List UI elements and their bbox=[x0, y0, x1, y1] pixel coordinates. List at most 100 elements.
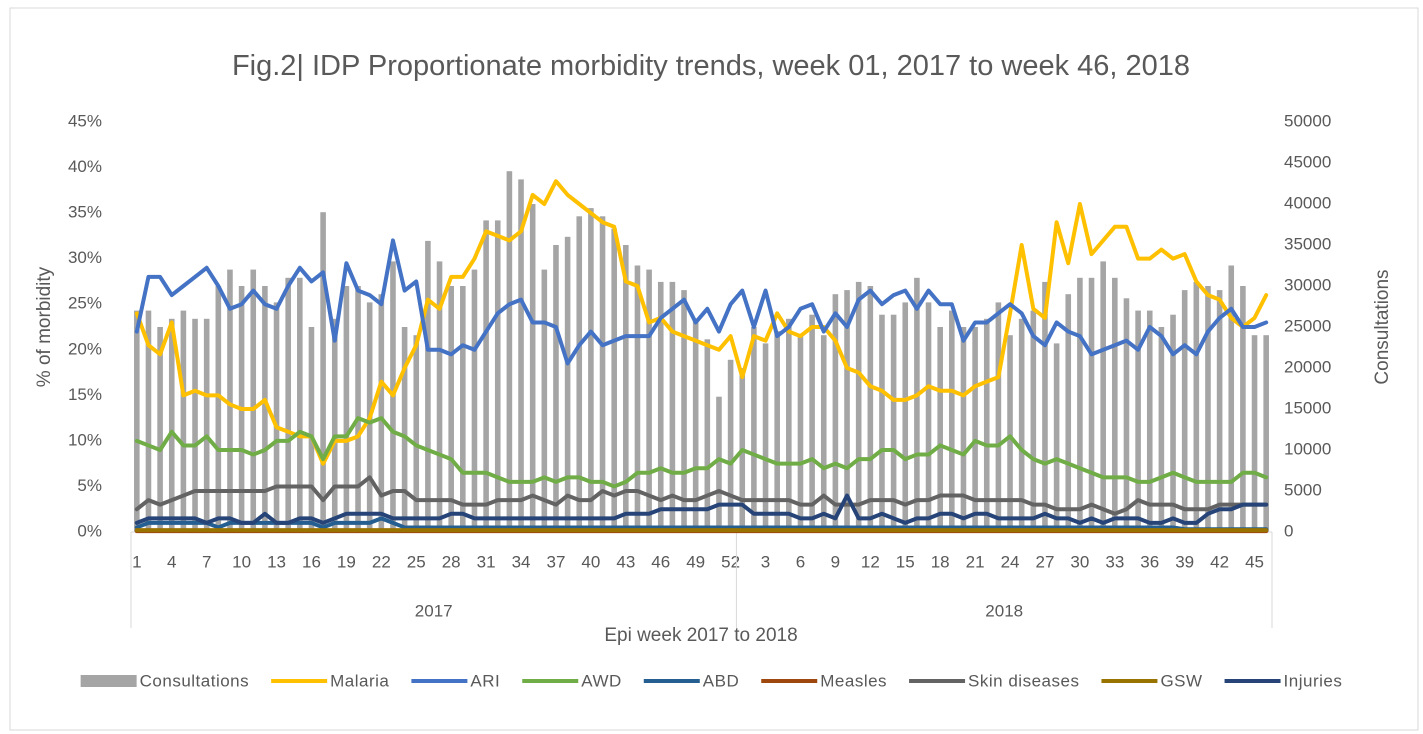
bar bbox=[820, 335, 827, 532]
bar bbox=[634, 265, 641, 532]
x-tick-label: 31 bbox=[477, 552, 496, 571]
bar bbox=[1123, 298, 1130, 532]
bar bbox=[297, 277, 303, 532]
x-tick-label: 1 bbox=[132, 552, 141, 571]
bar bbox=[611, 228, 617, 532]
x-tick-label: 43 bbox=[616, 552, 635, 571]
legend-label: Malaria bbox=[330, 671, 389, 690]
bar bbox=[1193, 281, 1200, 532]
x-tick-label: 4 bbox=[167, 552, 176, 571]
y-tick-label: 35% bbox=[68, 203, 102, 222]
bar bbox=[227, 269, 233, 532]
bar bbox=[972, 327, 978, 532]
bar bbox=[250, 269, 257, 532]
bar bbox=[553, 245, 559, 532]
legend-swatch bbox=[80, 675, 137, 687]
bar bbox=[401, 327, 408, 532]
bar bbox=[529, 204, 536, 532]
bar bbox=[1170, 314, 1176, 532]
y-tick-label: 15% bbox=[68, 385, 102, 404]
bar bbox=[914, 277, 920, 532]
x-tick-label: 15 bbox=[896, 552, 915, 571]
x-tick-label: 39 bbox=[1175, 552, 1194, 571]
bar bbox=[1065, 294, 1072, 532]
bar bbox=[203, 318, 210, 532]
bar bbox=[378, 294, 385, 532]
bar bbox=[448, 286, 454, 532]
bar bbox=[1100, 261, 1106, 532]
y-tick-label: 0% bbox=[77, 521, 102, 540]
bar bbox=[809, 314, 815, 532]
bar bbox=[273, 302, 280, 532]
x-tick-label: 49 bbox=[686, 552, 705, 571]
x-tick-label: 3 bbox=[761, 552, 770, 571]
bar bbox=[949, 310, 955, 532]
bar bbox=[1077, 277, 1083, 532]
y2-tick-label: 40000 bbox=[1284, 193, 1331, 212]
bar bbox=[541, 269, 548, 532]
bar bbox=[168, 318, 175, 532]
bar bbox=[797, 335, 804, 532]
y-tick-label: 25% bbox=[68, 294, 102, 313]
bar bbox=[262, 286, 268, 532]
x-tick-label: 24 bbox=[1001, 552, 1020, 571]
bar bbox=[483, 220, 489, 532]
legend: Consultations Malaria ARI AWD ABD Measles Skin… bbox=[80, 671, 1342, 690]
bar bbox=[1228, 265, 1235, 532]
bar bbox=[331, 318, 338, 532]
bar bbox=[727, 359, 734, 532]
bar bbox=[1135, 310, 1141, 532]
bar bbox=[413, 335, 420, 532]
legend-label: ABD bbox=[703, 671, 739, 690]
bar bbox=[1251, 335, 1258, 532]
x-tick-label: 45 bbox=[1245, 552, 1264, 571]
line-series bbox=[134, 493, 1269, 525]
legend-label: AWD bbox=[581, 671, 622, 690]
x-tick-label: 16 bbox=[302, 552, 321, 571]
x-tick-label: 40 bbox=[581, 552, 600, 571]
x-tick-label: 7 bbox=[202, 552, 211, 571]
bar bbox=[692, 318, 699, 532]
bar bbox=[460, 286, 466, 532]
bar bbox=[145, 310, 152, 532]
x-tick-label: 21 bbox=[966, 552, 985, 571]
y-tick-label: 30% bbox=[68, 248, 102, 267]
legend-label: Skin diseases bbox=[968, 671, 1079, 690]
y-tick-label: 10% bbox=[68, 430, 102, 449]
y-tick-label: 20% bbox=[68, 339, 102, 358]
bar bbox=[506, 171, 513, 532]
y2-tick-label: 5000 bbox=[1284, 480, 1322, 499]
bar bbox=[681, 290, 687, 532]
bar bbox=[1240, 286, 1246, 532]
x-tick-label: 34 bbox=[512, 552, 531, 571]
bar bbox=[134, 310, 140, 532]
bar bbox=[436, 261, 443, 532]
bar bbox=[1112, 277, 1118, 532]
legend-label: GSW bbox=[1160, 671, 1202, 690]
bar bbox=[1205, 286, 1211, 532]
bar bbox=[1088, 277, 1095, 532]
bar bbox=[937, 327, 943, 532]
x-tick-label: 37 bbox=[547, 552, 566, 571]
x-tick-label: 18 bbox=[931, 552, 950, 571]
bar bbox=[960, 327, 967, 532]
bar bbox=[518, 179, 524, 532]
x-tick-label: 52 bbox=[721, 552, 740, 571]
x-tick-label: 25 bbox=[407, 552, 426, 571]
bar bbox=[1018, 318, 1025, 532]
bar bbox=[308, 327, 315, 532]
bar bbox=[867, 286, 874, 532]
y-tick-label: 45% bbox=[68, 111, 102, 130]
x-tick-label: 12 bbox=[861, 552, 880, 571]
bar bbox=[1158, 327, 1165, 532]
bar bbox=[576, 216, 583, 533]
bar bbox=[343, 286, 350, 532]
x-tick-label: 46 bbox=[651, 552, 670, 571]
group-label: 2017 bbox=[415, 601, 453, 620]
bar bbox=[1146, 310, 1153, 532]
line-series bbox=[134, 179, 1269, 466]
y2-tick-label: 50000 bbox=[1284, 111, 1331, 130]
x-tick-label: 36 bbox=[1140, 552, 1159, 571]
legend-label: Consultations bbox=[140, 671, 250, 690]
